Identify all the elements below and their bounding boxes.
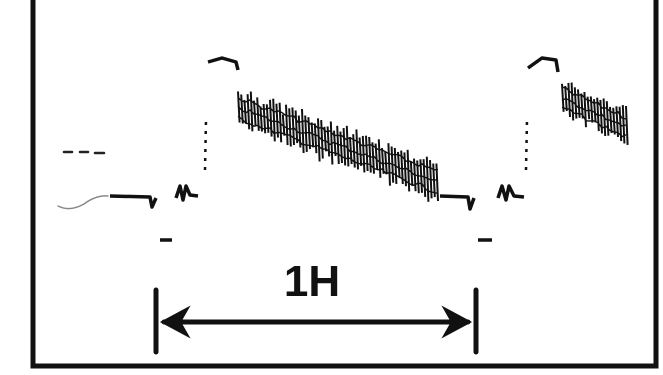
period-arrow — [153, 287, 479, 355]
ramp-envelope — [561, 106, 627, 138]
ramp-hatching — [561, 82, 629, 145]
screen-frame — [30, 0, 659, 369]
ramp-envelope — [237, 105, 438, 181]
arrowhead-left — [159, 305, 191, 339]
ramp-envelope — [237, 96, 439, 171]
arrowhead-right — [441, 305, 473, 339]
trace-left-fragment — [57, 150, 109, 210]
ramp-envelope — [237, 115, 439, 195]
ramp-envelope — [561, 97, 627, 127]
period-label: 1H — [284, 257, 340, 306]
ramp-envelope — [561, 86, 627, 120]
video-ramp-1 — [237, 91, 439, 202]
sync-pulse-1 — [109, 56, 240, 242]
sync-pulse-2 — [439, 56, 560, 242]
video-ramp-2 — [561, 82, 629, 145]
